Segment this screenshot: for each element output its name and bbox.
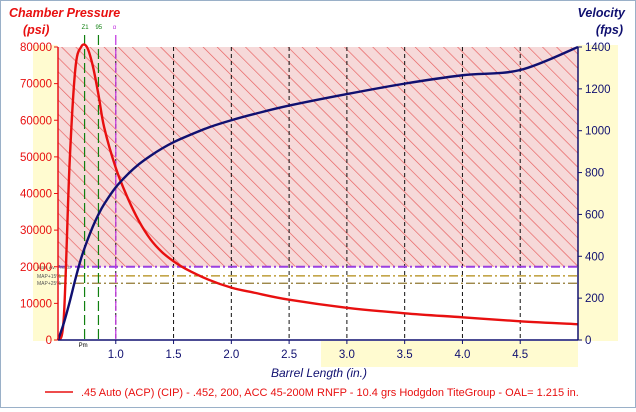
pressure-limit-lines: Max. Av. Press. MAP+15%MAP+25% — [37, 265, 578, 287]
legend-label: .45 Auto (ACP) (CIP) - .452, 200, ACC 45… — [81, 387, 579, 399]
left-tick-label-6: 60000 — [20, 115, 52, 127]
left-tick-label-3: 30000 — [20, 225, 52, 237]
left-tick-label-8: 80000 — [20, 42, 52, 54]
right-axis-unit: (fps) — [596, 23, 623, 37]
x-tick-label-7: 4.5 — [512, 349, 528, 361]
left-tick-label-1: 10000 — [20, 298, 52, 310]
x-tick-label-4: 3.0 — [339, 349, 355, 361]
right-tick-label-2: 400 — [585, 251, 604, 263]
right-axis-title: Velocity — [578, 6, 627, 20]
right-tick-label-5: 1000 — [585, 126, 611, 138]
left-tick-label-7: 70000 — [20, 79, 52, 91]
x-tick-label-5: 3.5 — [397, 349, 413, 361]
right-axis-gutter — [578, 45, 618, 341]
marker-label-pm: Pm — [79, 343, 88, 349]
right-tick-label-3: 600 — [585, 209, 604, 221]
right-tick-label-4: 800 — [585, 168, 604, 180]
left-tick-label-2: 20000 — [20, 262, 52, 274]
left-axis-gutter — [33, 45, 57, 341]
over-pressure-zone — [58, 47, 578, 267]
right-tick-label-7: 1400 — [585, 42, 611, 54]
marker-label-0: Z1 — [82, 25, 90, 31]
data-series — [56, 43, 579, 341]
limit-label-2: MAP+25% — [37, 281, 61, 287]
x-tick-label-1: 1.5 — [166, 349, 182, 361]
x-axis-gutter — [321, 341, 578, 367]
left-tick-label-5: 50000 — [20, 152, 52, 164]
markers: Z1 95 α Pm — [79, 25, 117, 349]
velocity-curve — [56, 45, 579, 341]
marker-label-1: 95 — [95, 25, 102, 31]
pressure-curve — [56, 43, 579, 341]
x-axis-title: Barrel Length (in.) — [271, 366, 367, 380]
tick-labels: 0100002000030000400005000060000700008000… — [20, 42, 611, 361]
right-tick-label-6: 1200 — [585, 84, 611, 96]
x-tick-label-3: 2.5 — [281, 349, 297, 361]
limit-label-1: MAP+15% — [37, 274, 61, 280]
x-tick-label-2: 2.0 — [223, 349, 239, 361]
right-tick-label-1: 200 — [585, 293, 604, 305]
x-tick-label-6: 4.0 — [454, 349, 470, 361]
marker-label-2: α — [113, 25, 117, 31]
left-axis-unit: (psi) — [23, 23, 49, 37]
right-tick-label-0: 0 — [585, 335, 591, 347]
left-tick-label-0: 0 — [46, 335, 52, 347]
left-axis-title: Chamber Pressure — [9, 6, 120, 20]
limit-label-0: Max. Av. Press. — [37, 265, 71, 271]
x-tick-label-0: 1.0 — [108, 349, 124, 361]
left-tick-label-4: 40000 — [20, 189, 52, 201]
